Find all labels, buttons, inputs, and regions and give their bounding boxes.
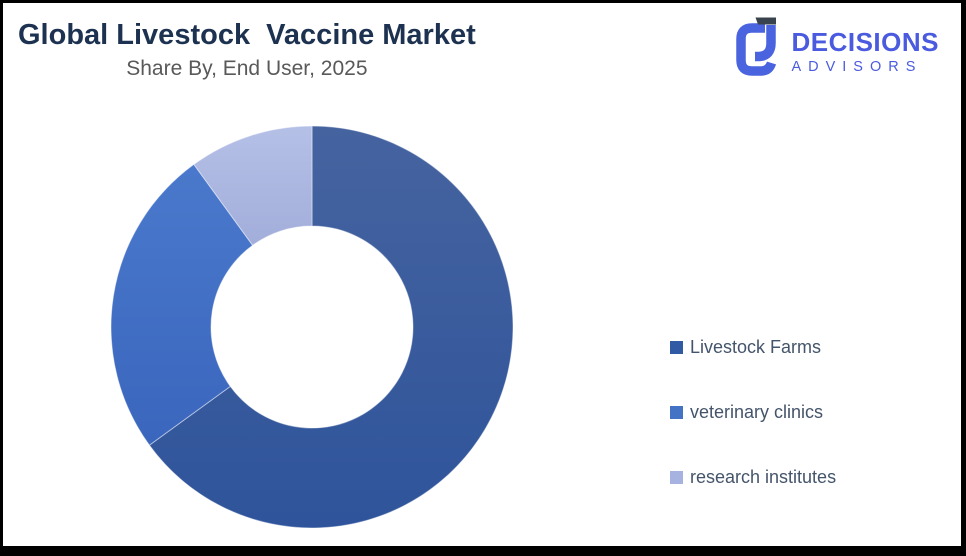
legend-label-livestock-farms: Livestock Farms: [690, 337, 822, 357]
legend-swatch-research-institutes: [670, 470, 683, 484]
chart-title: Global Livestock Vaccine Market: [18, 19, 476, 51]
logo-text: DECISIONS ADVISORS: [791, 15, 939, 75]
chart-header: Global Livestock Vaccine Market Share By…: [18, 19, 476, 81]
decisions-advisors-logo-icon: [736, 17, 777, 76]
decisions-advisors-logo: DECISIONS ADVISORS: [730, 15, 939, 83]
chart-legend: Livestock Farms veterinary clinics researc…: [670, 337, 836, 487]
legend-swatch-veterinary-clinics: [670, 405, 683, 419]
donut-slice-livestock-farms: [148, 125, 514, 529]
donut-slice-research-institutes: [193, 125, 313, 246]
legend-swatch-livestock-farms: [670, 340, 683, 354]
donut-slice-veterinary-clinics: [110, 163, 254, 446]
logo-name: DECISIONS: [791, 27, 939, 57]
logo-tagline: ADVISORS: [791, 59, 923, 75]
legend-label-research-institutes: research institutes: [690, 467, 837, 487]
legend-item-research-institutes: research institutes: [670, 467, 836, 487]
legend-label-veterinary-clinics: veterinary clinics: [690, 402, 824, 422]
legend-item-veterinary-clinics: veterinary clinics: [670, 402, 836, 422]
legend-item-livestock-farms: Livestock Farms: [670, 337, 836, 357]
donut-chart: [110, 125, 514, 529]
chart-subtitle: Share By, End User, 2025: [126, 57, 368, 80]
